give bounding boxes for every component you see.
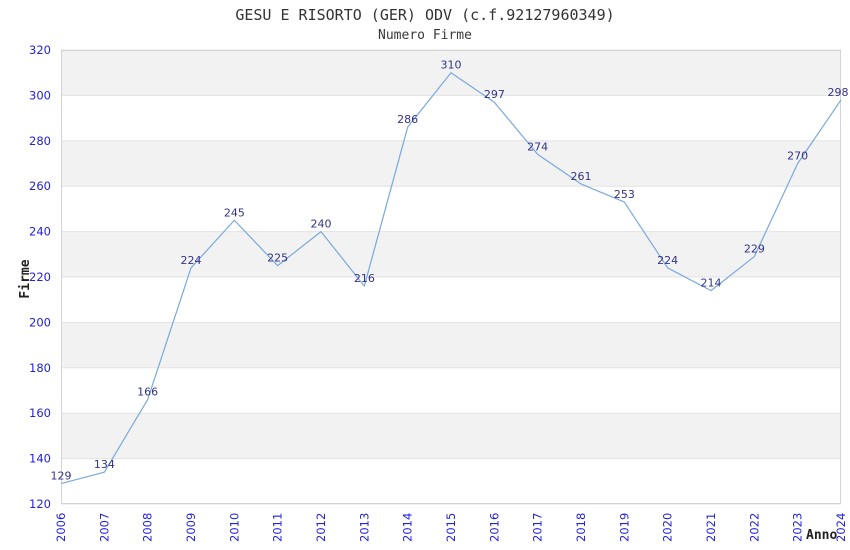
y-tick-label: 260 — [29, 179, 51, 193]
y-axis-title: Firme — [18, 259, 33, 299]
data-point-label: 225 — [267, 252, 288, 265]
grid-band — [61, 322, 841, 368]
grid-band — [61, 95, 841, 141]
x-tick-label: 2017 — [531, 513, 545, 542]
x-tick-label: 2010 — [227, 513, 241, 542]
data-point-label: 129 — [51, 470, 72, 483]
y-tick-label: 200 — [29, 315, 51, 329]
data-point-label: 229 — [744, 243, 765, 256]
grid-band — [61, 186, 841, 232]
data-point-label: 245 — [224, 206, 245, 219]
y-tick-label: 280 — [29, 134, 51, 148]
data-point-label: 216 — [354, 272, 375, 285]
data-point-label: 224 — [181, 254, 202, 267]
x-tick-label: 2008 — [141, 513, 155, 542]
grid-band — [61, 231, 841, 277]
grid-band — [61, 458, 841, 504]
y-tick-label: 220 — [29, 270, 51, 284]
x-axis-title: Anno — [806, 528, 838, 543]
data-point-label: 166 — [137, 386, 158, 399]
x-tick-label: 2012 — [314, 513, 328, 542]
chart-subtitle: Numero Firme — [378, 28, 472, 43]
grid-band — [61, 140, 841, 187]
grid-band — [61, 277, 841, 323]
x-tick-label: 2022 — [747, 513, 761, 542]
data-point-label: 274 — [527, 140, 548, 153]
grid-band — [61, 367, 841, 414]
data-point-label: 261 — [571, 170, 592, 183]
data-point-label: 298 — [828, 86, 849, 99]
x-tick-label: 2011 — [271, 513, 285, 542]
x-tick-label: 2024 — [834, 513, 848, 542]
x-tick-label: 2014 — [401, 513, 415, 542]
data-point-label: 253 — [614, 188, 635, 201]
grid-band — [61, 413, 841, 459]
x-tick-label: 2023 — [791, 513, 805, 542]
chart-title: GESU E RISORTO (GER) ODV (c.f.9212796034… — [235, 6, 615, 24]
x-tick-label: 2013 — [357, 513, 371, 542]
y-tick-label: 120 — [29, 497, 51, 511]
data-point-label: 310 — [441, 59, 462, 72]
x-tick-label: 2009 — [184, 513, 198, 542]
y-tick-label: 160 — [29, 406, 51, 420]
data-point-label: 134 — [94, 458, 115, 471]
data-point-label: 214 — [701, 277, 722, 290]
x-tick-label: 2015 — [444, 513, 458, 542]
data-point-label: 286 — [397, 113, 418, 126]
data-line — [60, 72, 842, 485]
x-tick-label: 2006 — [54, 513, 68, 542]
x-tick-label: 2016 — [487, 513, 501, 542]
y-tick-label: 180 — [29, 361, 51, 375]
x-tick-label: 2007 — [97, 513, 111, 542]
x-tick-label: 2021 — [704, 513, 718, 542]
y-tick-label: 300 — [29, 88, 51, 102]
x-tick-label: 2018 — [574, 513, 588, 542]
x-tick-label: 2019 — [617, 513, 631, 542]
x-tick-label: 2020 — [661, 513, 675, 542]
y-tick-label: 140 — [29, 452, 51, 466]
data-point-label: 297 — [484, 88, 505, 101]
plot-border — [61, 50, 841, 504]
y-tick-label: 240 — [29, 225, 51, 239]
y-tick-label: 320 — [29, 43, 51, 57]
data-point-label: 240 — [311, 218, 332, 231]
data-point-label: 270 — [787, 150, 808, 163]
data-point-label: 224 — [657, 254, 678, 267]
